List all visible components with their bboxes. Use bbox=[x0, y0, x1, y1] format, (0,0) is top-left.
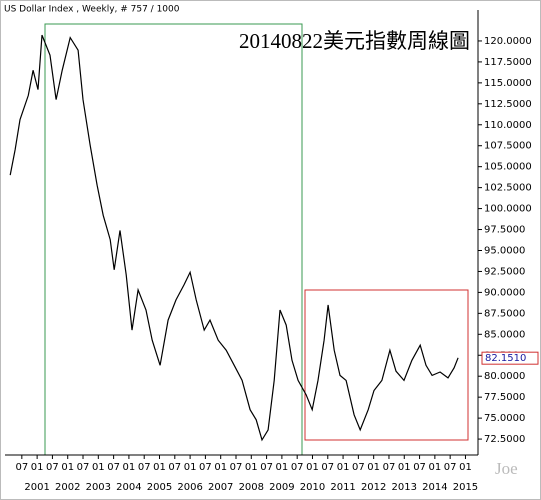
x-year-label: 2009 bbox=[269, 482, 294, 493]
x-tick-label: 01 bbox=[459, 462, 472, 473]
x-tick-label: 07 bbox=[291, 462, 304, 473]
x-year-label: 2015 bbox=[453, 482, 478, 493]
x-tick-label: 07 bbox=[230, 462, 243, 473]
last-price-box bbox=[481, 351, 539, 365]
x-year-label: 2011 bbox=[330, 482, 355, 493]
y-tick-label: 85.0000 bbox=[484, 329, 525, 340]
y-tick-label: 90.0000 bbox=[484, 287, 525, 298]
x-tick-label: 01 bbox=[428, 462, 441, 473]
x-tick-label: 01 bbox=[306, 462, 319, 473]
x-tick-label: 01 bbox=[184, 462, 197, 473]
y-tick-label: 120.0000 bbox=[484, 36, 532, 47]
x-year-label: 2001 bbox=[24, 482, 49, 493]
last-price-label: 82.1510 bbox=[485, 353, 526, 364]
x-tick-label: 01 bbox=[367, 462, 380, 473]
x-tick-label: 07 bbox=[138, 462, 151, 473]
x-year-label: 2008 bbox=[239, 482, 264, 493]
x-tick-label: 07 bbox=[199, 462, 212, 473]
y-tick-label: 97.5000 bbox=[484, 225, 525, 236]
chart-title: 20140822美元指數周線圖 bbox=[239, 29, 470, 53]
y-tick-label: 110.0000 bbox=[484, 120, 532, 131]
y-tick-label: 112.5000 bbox=[484, 99, 532, 110]
x-tick-label: 07 bbox=[77, 462, 90, 473]
x-tick-label: 07 bbox=[15, 462, 28, 473]
y-tick-label: 80.0000 bbox=[484, 371, 525, 382]
x-tick-label: 07 bbox=[413, 462, 426, 473]
x-tick-label: 01 bbox=[276, 462, 289, 473]
x-tick-label: 07 bbox=[352, 462, 365, 473]
y-tick-label: 117.5000 bbox=[484, 57, 532, 68]
x-year-label: 2005 bbox=[147, 482, 172, 493]
x-year-label: 2003 bbox=[86, 482, 111, 493]
x-tick-label: 01 bbox=[123, 462, 136, 473]
x-tick-label: 07 bbox=[444, 462, 457, 473]
red-box bbox=[304, 289, 469, 441]
y-tick-label: 77.5000 bbox=[484, 392, 525, 403]
x-tick-label: 01 bbox=[337, 462, 350, 473]
y-tick-label: 95.0000 bbox=[484, 245, 525, 256]
x-tick-label: 01 bbox=[245, 462, 258, 473]
x-year-label: 2010 bbox=[300, 482, 325, 493]
y-tick-label: 92.5000 bbox=[484, 266, 525, 277]
y-tick-label: 107.5000 bbox=[484, 141, 532, 152]
subtitle: US Dollar Index , Weekly, # 757 / 1000 bbox=[4, 5, 180, 15]
x-year-label: 2013 bbox=[392, 482, 417, 493]
y-tick-label: 115.0000 bbox=[484, 78, 532, 89]
y-tick-label: 72.5000 bbox=[484, 434, 525, 445]
x-tick-label: 01 bbox=[61, 462, 74, 473]
x-tick-label: 01 bbox=[398, 462, 411, 473]
y-tick-label: 75.0000 bbox=[484, 413, 525, 424]
x-tick-label: 07 bbox=[168, 462, 181, 473]
x-year-label: 2012 bbox=[361, 482, 386, 493]
price-line bbox=[9, 34, 459, 442]
x-tick-label: 07 bbox=[383, 462, 396, 473]
y-tick-label: 100.0000 bbox=[484, 204, 532, 215]
x-tick-label: 01 bbox=[153, 462, 166, 473]
x-tick-label: 07 bbox=[46, 462, 59, 473]
x-year-label: 2014 bbox=[422, 482, 447, 493]
x-tick-label: 01 bbox=[92, 462, 105, 473]
y-tick-label: 102.5000 bbox=[484, 183, 532, 194]
watermark: Joe bbox=[495, 459, 518, 478]
x-year-label: 2002 bbox=[55, 482, 80, 493]
x-tick-label: 07 bbox=[321, 462, 334, 473]
x-tick-label: 07 bbox=[260, 462, 273, 473]
x-tick-label: 01 bbox=[31, 462, 44, 473]
x-tick-label: 01 bbox=[214, 462, 227, 473]
x-year-label: 2006 bbox=[177, 482, 202, 493]
x-year-label: 2004 bbox=[116, 482, 141, 493]
x-tick-label: 07 bbox=[107, 462, 120, 473]
y-tick-label: 87.5000 bbox=[484, 308, 525, 319]
x-year-label: 2007 bbox=[208, 482, 233, 493]
y-tick-label: 105.0000 bbox=[484, 162, 532, 173]
